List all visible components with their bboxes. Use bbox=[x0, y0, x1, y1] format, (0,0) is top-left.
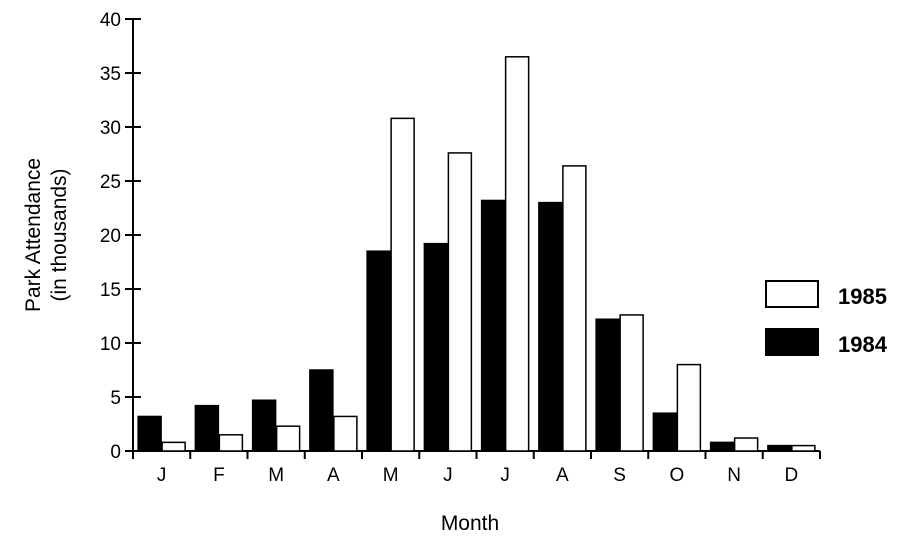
bar-1984-8 bbox=[538, 201, 563, 452]
bar-1985-1 bbox=[161, 441, 186, 452]
bar-1984-9 bbox=[595, 318, 620, 452]
bars bbox=[137, 56, 816, 452]
legend-label-1984: 1984 bbox=[838, 332, 888, 357]
y-tick-label: 30 bbox=[100, 118, 121, 139]
x-tick-label: D bbox=[785, 465, 799, 486]
bar-1984-1 bbox=[137, 415, 162, 452]
bar-1985-7 bbox=[504, 56, 530, 452]
y-axis: 0 5 10 15 20 25 30 35 40 bbox=[100, 10, 141, 463]
y-tick-label: 25 bbox=[100, 172, 121, 193]
legend-swatch-1984 bbox=[765, 328, 819, 356]
bar-1984-4 bbox=[309, 369, 334, 452]
bar-1985-5 bbox=[390, 117, 415, 452]
bar-1985-2 bbox=[218, 434, 244, 452]
legend-label-1985: 1985 bbox=[838, 284, 887, 309]
x-tick-label: J bbox=[443, 465, 453, 486]
x-tick-label: J bbox=[500, 465, 510, 486]
bar-1985-6 bbox=[447, 152, 473, 452]
x-tick-label: A bbox=[556, 465, 569, 486]
bar-1985-12 bbox=[791, 444, 816, 452]
bar-1985-3 bbox=[275, 425, 301, 452]
x-tick-label: A bbox=[327, 465, 340, 486]
x-tick-label: S bbox=[613, 465, 626, 486]
bar-1985-4 bbox=[333, 415, 358, 452]
x-tick-label: M bbox=[383, 465, 399, 486]
bar-1985-9 bbox=[619, 314, 644, 452]
y-tick-label: 0 bbox=[110, 442, 121, 463]
bar-1985-11 bbox=[733, 437, 759, 452]
x-tick-label: M bbox=[268, 465, 284, 486]
bar-1984-12 bbox=[767, 444, 792, 452]
bar-1984-11 bbox=[709, 441, 735, 452]
y-tick-label: 15 bbox=[100, 280, 121, 301]
bar-1985-10 bbox=[676, 363, 702, 452]
x-tick-label: N bbox=[727, 465, 741, 486]
bar-1984-10 bbox=[652, 412, 678, 452]
y-axis-subtitle: (in thousands) bbox=[48, 168, 71, 301]
bar-1984-3 bbox=[251, 399, 277, 452]
y-tick-label: 10 bbox=[100, 334, 121, 355]
legend: 1985 1984 bbox=[765, 280, 888, 357]
x-tick-label: F bbox=[213, 465, 225, 486]
y-tick-label: 40 bbox=[100, 10, 121, 31]
bar-1984-7 bbox=[480, 199, 506, 452]
bar-1984-6 bbox=[423, 242, 449, 452]
bar-1984-2 bbox=[194, 404, 220, 452]
bar-1985-8 bbox=[562, 165, 587, 452]
y-tick-label: 5 bbox=[110, 388, 121, 409]
x-tick-label: J bbox=[157, 465, 167, 486]
y-axis-title: Park Attendance bbox=[22, 158, 45, 312]
x-axis-title: Month bbox=[441, 512, 499, 535]
legend-swatch-1985 bbox=[765, 280, 819, 308]
y-tick-label: 20 bbox=[100, 226, 121, 247]
y-tick-label: 35 bbox=[100, 64, 121, 85]
bar-1984-5 bbox=[366, 250, 391, 452]
x-tick-label: O bbox=[669, 465, 684, 486]
